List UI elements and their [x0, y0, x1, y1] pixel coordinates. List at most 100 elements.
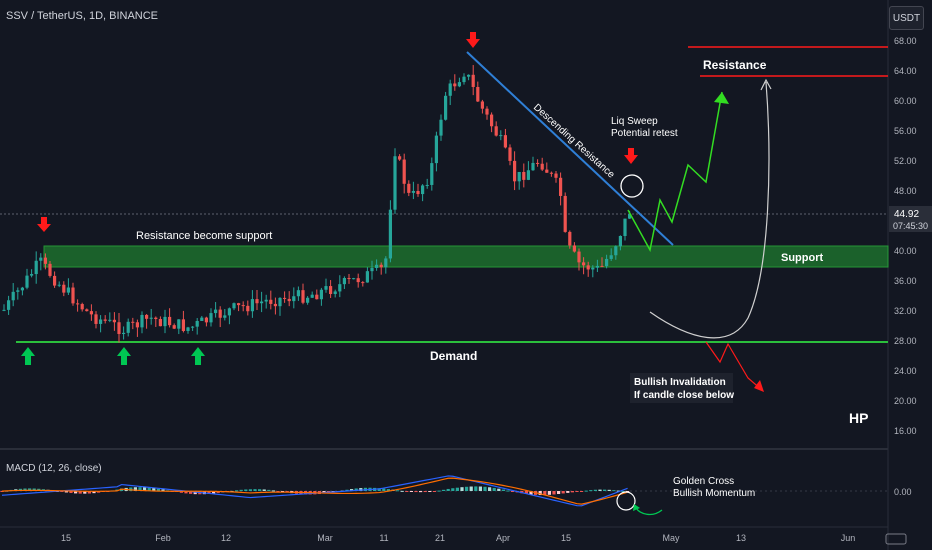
- green-arrow-2: [117, 347, 131, 365]
- candle-body: [218, 309, 222, 318]
- bar-countdown: 07:45:30: [893, 221, 928, 231]
- macd-hist-bar: [501, 489, 505, 491]
- macd-hist-bar: [566, 491, 570, 493]
- candle-body: [283, 297, 287, 299]
- candle-body: [559, 177, 563, 196]
- macd-hist-bar: [92, 491, 96, 494]
- chart-settings-icon[interactable]: [884, 532, 908, 546]
- candle-body: [99, 319, 103, 324]
- macd-hist-bar: [147, 487, 151, 491]
- price-tick-label: 60.00: [894, 96, 917, 106]
- candle-body: [361, 282, 365, 284]
- candle-body: [549, 172, 553, 174]
- macd-hist-bar: [405, 491, 409, 492]
- macd-hist-bar: [616, 490, 620, 492]
- candle-body: [370, 267, 374, 272]
- time-tick-label: 13: [736, 533, 746, 543]
- candle-body: [103, 319, 107, 321]
- macd-hist-bar: [386, 489, 390, 491]
- candle-body: [39, 257, 43, 261]
- candle-body: [145, 314, 149, 319]
- candle-body: [540, 163, 544, 170]
- invalidation-box: [630, 373, 733, 403]
- invalidation-label: Bullish Invalidation: [634, 377, 726, 388]
- candle-body: [554, 173, 558, 178]
- rebound-curve-arrow: [649, 81, 770, 339]
- price-tick-label: 40.00: [894, 246, 917, 256]
- resistance-label: Resistance: [703, 58, 767, 72]
- candle-body: [563, 195, 567, 232]
- candle-body: [287, 298, 291, 302]
- macd-hist-bar: [212, 491, 216, 494]
- candle-body: [329, 286, 333, 295]
- candle-body: [168, 316, 172, 326]
- candle-body: [623, 218, 627, 236]
- golden-cross-arrowhead: [633, 504, 640, 511]
- macd-hist-bar: [345, 489, 349, 491]
- macd-hist-bar: [552, 491, 556, 495]
- currency-button[interactable]: USDT: [889, 6, 924, 30]
- candle-body: [306, 297, 310, 303]
- price-axis[interactable]: 68.0064.0060.0056.0052.0048.0044.0040.00…: [894, 36, 917, 436]
- candle-body: [30, 274, 34, 276]
- macd-hist-bar: [460, 487, 464, 491]
- last-price-badge: [889, 206, 932, 232]
- candle-body: [140, 314, 144, 328]
- support-zone[interactable]: [43, 245, 889, 268]
- macd-hist-bar: [129, 487, 133, 491]
- macd-hist-bar: [152, 488, 156, 491]
- candle-body: [356, 278, 360, 283]
- candle-body: [16, 290, 20, 292]
- price-tick-label: 28.00: [894, 336, 917, 346]
- candle-body: [94, 314, 98, 324]
- macd-hist-bar: [419, 491, 423, 493]
- candle-body: [57, 284, 61, 286]
- macd-hist-bar: [497, 488, 501, 491]
- macd-hist-bar: [409, 491, 413, 492]
- candle-body: [269, 299, 273, 304]
- macd-hist-bar: [423, 491, 427, 493]
- macd-hist-bar: [580, 491, 584, 492]
- candle-body: [214, 309, 218, 314]
- time-axis[interactable]: 15 Feb 12 Mar 11 21 Apr 15 May 13 Jun: [61, 533, 855, 543]
- macd-hist-bar: [524, 491, 528, 494]
- macd-hist-bar: [69, 491, 73, 494]
- macd-hist-bar: [253, 489, 257, 491]
- macd-hist-bar: [506, 490, 510, 492]
- macd-hist-bar: [83, 491, 87, 494]
- candle-body: [310, 294, 314, 298]
- author-watermark: HP: [849, 410, 868, 426]
- candle-body: [250, 299, 254, 312]
- macd-hist-bar: [248, 489, 252, 491]
- candle-body: [264, 299, 268, 302]
- candlestick-series[interactable]: [2, 65, 632, 343]
- candle-body: [154, 317, 158, 320]
- candle-body: [25, 275, 29, 288]
- candle-body: [122, 332, 126, 334]
- macd-hist-bar: [87, 491, 91, 494]
- candle-body: [273, 303, 277, 307]
- candle-body: [503, 135, 507, 148]
- candle-body: [34, 260, 38, 275]
- time-tick-label: Feb: [155, 533, 171, 543]
- macd-hist-bar: [235, 490, 239, 492]
- liq-sweep-circle[interactable]: [620, 174, 644, 198]
- candle-body: [76, 303, 80, 305]
- candle-body: [255, 299, 259, 304]
- macd-hist-bar: [396, 490, 400, 492]
- candle-body: [522, 171, 526, 180]
- demand-label: Demand: [430, 349, 477, 363]
- candle-body: [246, 305, 250, 312]
- macd-hist-bar: [612, 490, 616, 492]
- price-pane[interactable]: [0, 0, 888, 448]
- macd-hist-bar: [575, 491, 579, 492]
- macd-hist-bar: [189, 491, 193, 494]
- candle-body: [591, 267, 595, 270]
- macd-hist-bar: [28, 488, 32, 491]
- descending-resistance-line[interactable]: [466, 51, 674, 246]
- time-tick-label: 15: [61, 533, 71, 543]
- time-tick-label: 11: [379, 533, 388, 543]
- macd-hist-bar: [561, 491, 565, 494]
- macd-hist-bar: [570, 491, 574, 493]
